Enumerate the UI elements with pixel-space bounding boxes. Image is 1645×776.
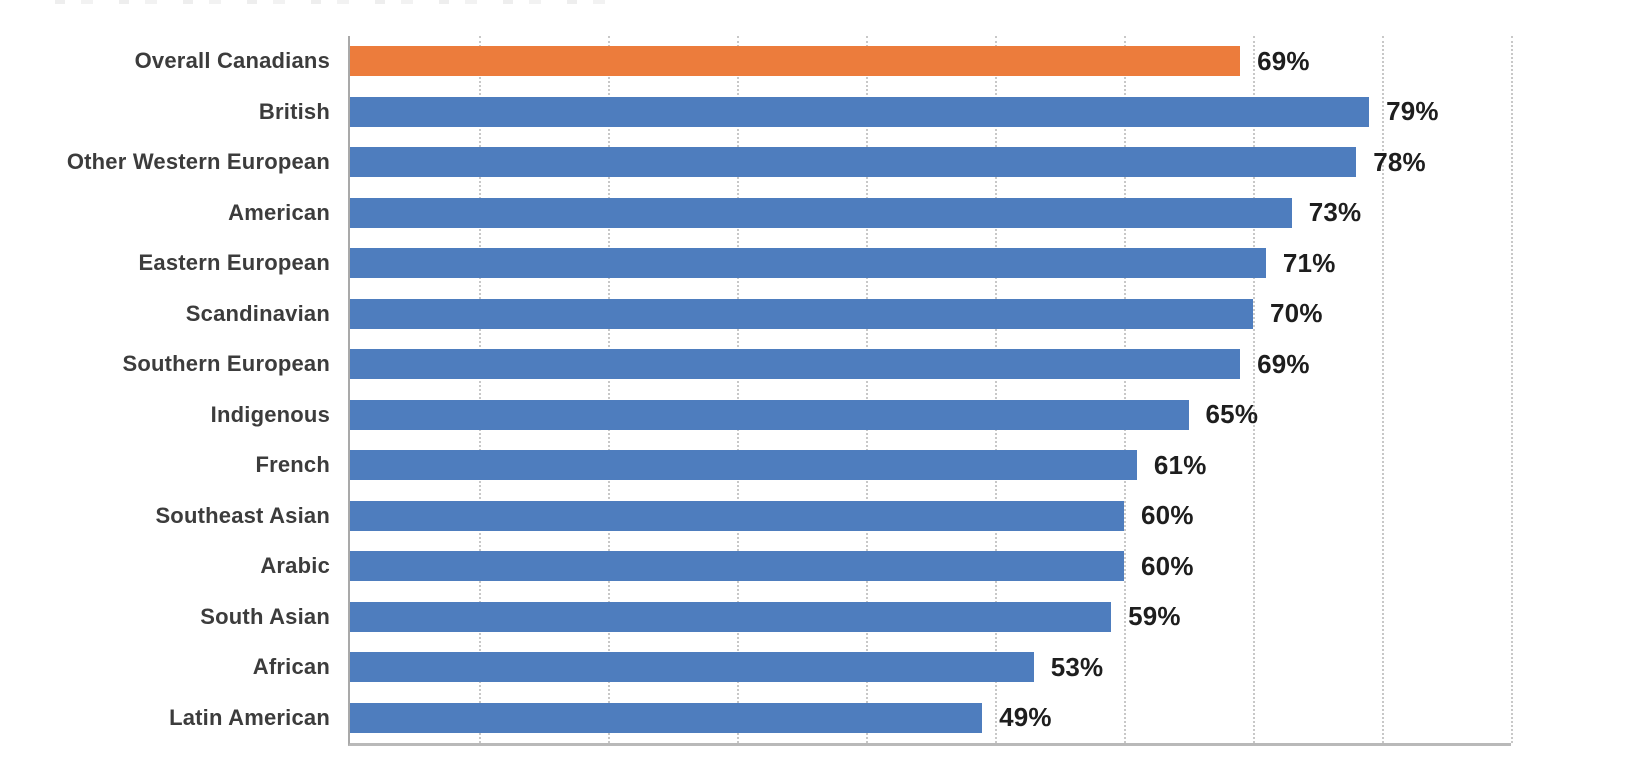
label-row: Southeast Asian: [0, 491, 330, 542]
bar: [350, 551, 1124, 582]
bar-row: 79%: [350, 87, 1511, 138]
category-label: Indigenous: [210, 401, 330, 427]
bar: [350, 197, 1292, 228]
label-row: Eastern European: [0, 238, 330, 289]
bar: [350, 96, 1370, 127]
value-label: 70%: [1270, 298, 1323, 329]
value-label: 69%: [1257, 348, 1310, 379]
category-label: African: [252, 654, 330, 680]
category-label: French: [255, 452, 330, 478]
label-row: Southern European: [0, 339, 330, 390]
gridline-40: [865, 36, 868, 743]
bar: [350, 298, 1253, 329]
gridline-30: [737, 36, 739, 743]
bar: [350, 450, 1137, 481]
bar-row: 69%: [350, 36, 1511, 87]
label-row: American: [0, 188, 330, 239]
bar: [350, 248, 1266, 279]
bar-row: 65%: [350, 390, 1511, 441]
category-label: Arabic: [260, 553, 330, 579]
bar-row: 71%: [350, 238, 1511, 289]
label-row: Scandinavian: [0, 289, 330, 340]
category-label: Latin American: [169, 704, 330, 730]
gridline-70: [1253, 36, 1255, 743]
category-label: Southeast Asian: [155, 502, 330, 528]
gridline-90: [1511, 36, 1513, 743]
label-row: South Asian: [0, 592, 330, 643]
label-row: Other Western European: [0, 137, 330, 188]
bar-row: 61%: [350, 440, 1511, 491]
category-label: Southern European: [122, 351, 330, 377]
value-label: 61%: [1153, 449, 1207, 480]
bar-rows: 69% 79% 78% 73% 71% 70% 69% 65% 61% 60% 60% 59% 53% 4…: [350, 36, 1511, 743]
bar-row: 49%: [350, 693, 1511, 744]
bar-row: 78%: [350, 137, 1511, 188]
gridline-60: [1124, 36, 1126, 743]
value-label: 49%: [999, 702, 1052, 733]
value-label: 60%: [1141, 550, 1194, 581]
bar: [350, 147, 1357, 178]
bar-row: 69%: [350, 339, 1511, 390]
bar: [350, 349, 1241, 380]
bar-highlighted: [350, 46, 1241, 77]
label-row: Latin American: [0, 693, 330, 744]
bar-row: 73%: [350, 188, 1511, 239]
label-row: African: [0, 642, 330, 693]
label-row: Arabic: [0, 541, 330, 592]
bar: [350, 399, 1189, 430]
bar: [350, 652, 1034, 683]
value-label: 73%: [1308, 197, 1362, 228]
bar-row: 59%: [350, 592, 1511, 643]
value-label: 59%: [1128, 601, 1181, 632]
category-label: Other Western European: [66, 149, 330, 175]
value-label: 65%: [1205, 399, 1259, 430]
category-label: Scandinavian: [185, 300, 330, 326]
value-label: 69%: [1257, 45, 1310, 76]
value-label: 53%: [1050, 651, 1104, 682]
value-label: 79%: [1386, 96, 1439, 127]
category-label: Eastern European: [138, 250, 330, 276]
label-row: Overall Canadians: [0, 36, 330, 87]
category-label: Overall Canadians: [134, 48, 330, 74]
gridline-20: [607, 36, 610, 743]
label-row: French: [0, 440, 330, 491]
category-label: South Asian: [200, 603, 330, 629]
bar-row: 70%: [350, 289, 1511, 340]
value-label: 78%: [1373, 146, 1426, 177]
bar: [350, 702, 983, 733]
gridline-80: [1381, 36, 1384, 743]
label-row: British: [0, 87, 330, 138]
value-label: 71%: [1282, 247, 1336, 278]
label-row: Indigenous: [0, 390, 330, 441]
cropped-title-remnant: [55, 0, 625, 4]
bar-row: 60%: [350, 491, 1511, 542]
gridline-50: [995, 36, 997, 743]
gridline-10: [478, 36, 481, 743]
bar: [350, 500, 1124, 531]
category-label: British: [258, 98, 330, 124]
category-labels-column: Overall Canadians British Other Western Eu…: [0, 36, 330, 743]
value-label: 60%: [1141, 500, 1194, 531]
bar: [350, 601, 1112, 632]
plot-area: 69% 79% 78% 73% 71% 70% 69% 65% 61% 60% 60% 59% 53% 4…: [348, 36, 1513, 746]
bar-row: 60%: [350, 541, 1511, 592]
category-label: American: [228, 199, 330, 225]
bar-row: 53%: [350, 642, 1511, 693]
